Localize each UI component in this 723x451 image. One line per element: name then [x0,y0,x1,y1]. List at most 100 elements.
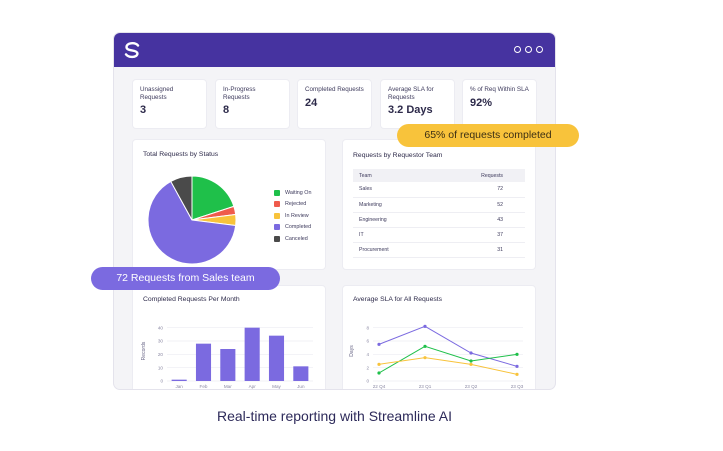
legend-item[interactable]: Completed [274,222,311,234]
table-row[interactable]: Marketing 52 [353,197,525,213]
team-requests-card: Requests by Requestor Team Team Requests… [343,140,535,269]
y-tick-label: 6 [366,339,369,344]
bar-may[interactable] [268,335,285,381]
kpi-value: 3.2 Days [388,104,433,117]
x-tick-label: 23 Q3 [511,384,524,389]
table-row[interactable]: IT 37 [353,227,525,243]
streamline-logo-icon[interactable] [123,41,141,59]
card-title: Completed Requests Per Month [143,296,240,303]
y-axis-label: Days [349,345,355,357]
series-line-1[interactable] [378,345,518,374]
data-point[interactable] [515,364,519,368]
sales-callout: 72 Requests from Sales team [91,267,280,290]
y-tick-label: 8 [366,325,369,330]
dot-icon [536,46,543,53]
kpi-within-sla: % of Req Within SLA 92% [463,80,536,128]
team-cell: IT [353,227,432,243]
series-line-0[interactable] [378,325,518,367]
card-title: Total Requests by Status [143,151,219,158]
y-tick-label: 10 [158,365,164,370]
data-point[interactable] [423,324,427,328]
caption: Real-time reporting with Streamline AI [217,408,452,424]
kpi-unassigned-requests: Unassigned Requests 3 [133,80,206,128]
legend-item[interactable]: Canceled [274,233,311,245]
requests-cell: 52 [431,197,525,213]
y-tick-label: 40 [158,325,164,330]
bar-jan[interactable] [171,379,187,381]
y-tick-label: 4 [366,352,369,357]
card-title: Requests by Requestor Team [353,152,443,159]
legend-label: Completed [285,224,312,231]
data-point[interactable] [469,351,473,355]
legend-swatch [274,235,280,242]
y-tick-label: 30 [158,339,164,344]
data-point[interactable] [377,371,381,375]
sla-line-chart: Days 0 2 4 6 8 22 Q4 23 Q1 23 Q2 23 Q3 [349,324,524,389]
legend-label: Rejected [285,201,307,208]
y-tick-label: 20 [158,352,164,357]
completed-callout: 65% of requests completed [397,124,579,147]
bar-feb[interactable] [195,343,212,381]
y-tick-label: 0 [160,379,163,384]
team-cell: Engineering [353,212,432,228]
series-line-2[interactable] [378,357,518,375]
y-tick-label: 0 [366,379,369,384]
x-tick-label: May [272,384,281,389]
kpi-value: 24 [305,96,318,109]
data-point[interactable] [423,356,427,360]
legend-swatch [274,224,280,231]
monthly-bar-chart: Records 0 10 20 30 40 Jan Feb Mar Apr May Jun [141,325,313,389]
kpi-value: 92% [470,96,493,109]
requests-cell: 43 [431,212,525,228]
data-point[interactable] [377,342,381,346]
legend-item[interactable]: Waiting On [274,187,311,199]
x-tick-label: 22 Q4 [373,384,386,389]
team-cell: Marketing [353,197,432,213]
table-row[interactable]: Procurement 31 [353,242,525,258]
bar-jun[interactable] [293,366,309,381]
status-pie-card: Total Requests by Status Waiting On Rejec… [133,140,325,269]
kpi-value: 8 [223,104,230,117]
kpi-average-sla: Average SLA for Requests 3.2 Days [381,80,454,128]
status-pie-chart [147,175,237,265]
bar-apr[interactable] [244,327,260,381]
pie-slice-waiting-on[interactable] [191,175,235,221]
data-point[interactable] [469,359,473,363]
legend-label: In Review [285,212,309,219]
legend-item[interactable]: In Review [274,210,311,222]
data-point[interactable] [469,362,473,366]
team-cell: Procurement [353,242,432,258]
kpi-label: % of Req Within SLA [470,86,529,93]
table-header-row: Team Requests [353,169,525,182]
legend-item[interactable]: Rejected [274,199,311,211]
column-header-requests[interactable]: Requests [431,169,525,182]
title-bar [114,33,555,67]
kpi-label: Average SLA for Requests [388,86,434,101]
monthly-bar-card: Completed Requests Per Month Records 0 10 2… [133,286,325,389]
kpi-completed-requests: Completed Requests 24 [298,80,371,128]
data-point[interactable] [515,372,519,376]
data-point[interactable] [423,344,427,348]
x-tick-label: Apr [249,384,257,389]
window-menu-dots[interactable] [514,46,543,53]
status-legend: Waiting On Rejected In Review Completed Canc… [274,187,311,245]
legend-label: Waiting On [285,189,312,196]
x-tick-label: Jan [175,384,183,389]
table-row[interactable]: Engineering 43 [353,212,525,228]
kpi-label: Completed Requests [305,86,364,93]
requests-cell: 37 [431,227,525,243]
y-tick-label: 2 [366,365,369,370]
pie-slice-completed[interactable] [147,180,237,265]
data-point[interactable] [377,362,381,366]
pie-slice-canceled[interactable] [170,175,193,221]
sla-line-card: Average SLA for All Requests Days 0 2 4 6 8 22… [343,286,535,389]
table-row[interactable]: Sales 72 [353,182,525,198]
column-header-team[interactable]: Team [353,169,432,182]
team-table: Team Requests Sales 72 Marketing 52 Engine… [353,169,525,258]
x-tick-label: Jun [297,384,305,389]
bar-mar[interactable] [220,349,236,381]
x-tick-label: 23 Q2 [465,384,478,389]
y-axis-label: Records [141,341,147,360]
dot-icon [525,46,532,53]
data-point[interactable] [515,352,519,356]
